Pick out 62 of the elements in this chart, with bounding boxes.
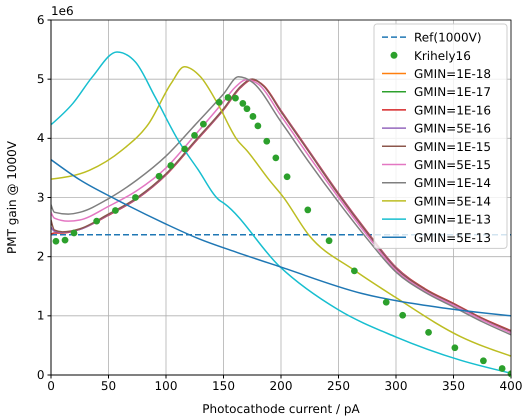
point	[425, 329, 432, 336]
point	[326, 237, 332, 244]
point	[70, 230, 78, 236]
point	[181, 146, 188, 152]
point	[498, 365, 506, 372]
legend-label: GMIN=1E-13	[414, 212, 492, 227]
x-tick-label: 400	[500, 379, 522, 394]
x-tick-label: 0	[47, 379, 55, 394]
point	[250, 113, 256, 120]
point	[284, 173, 290, 180]
point	[480, 357, 487, 364]
point	[52, 238, 60, 245]
legend-label: Krihely16	[414, 48, 471, 63]
x-tick-label: 300	[384, 379, 408, 394]
point	[62, 236, 68, 244]
point	[200, 120, 207, 128]
legend-label: GMIN=1E-17	[414, 85, 492, 100]
point	[167, 162, 174, 169]
x-tick-label: 150	[212, 379, 235, 394]
text: 1e6	[51, 4, 74, 18]
point	[156, 172, 162, 180]
x-tick-label: 200	[270, 379, 292, 394]
line-series	[51, 158, 511, 317]
y-tick-label: 3	[36, 190, 44, 204]
legend-label: GMIN=1E-18	[414, 67, 492, 81]
point	[93, 218, 100, 225]
y-tick-label: 1	[36, 308, 44, 323]
point	[244, 105, 250, 112]
point	[254, 122, 262, 130]
y-tick-label: 2	[36, 250, 44, 264]
y-tick-label: 4	[36, 131, 44, 146]
y-axis-title: PMT gain @ 1000V	[5, 140, 19, 254]
legend-label: Ref(1000V)	[414, 30, 482, 45]
y-tick-label: 0	[36, 368, 44, 382]
point	[224, 94, 232, 101]
y-tick-label: 6	[36, 12, 44, 27]
point	[399, 312, 406, 319]
point	[350, 267, 358, 274]
legend-label: GMIN=5E-14	[414, 194, 492, 208]
point	[451, 344, 458, 352]
point	[382, 298, 390, 306]
legend-label: GMIN=5E-15	[414, 158, 492, 172]
legend-label: GMIN=1E-16	[414, 103, 492, 118]
legend-label: GMIN=5E-16	[414, 122, 492, 136]
point	[232, 94, 239, 102]
point	[239, 100, 246, 107]
point	[304, 206, 312, 214]
x-tick-label: 350	[442, 379, 465, 394]
point	[263, 138, 270, 145]
legend-label: GMIN=1E-14	[414, 176, 492, 190]
point	[272, 154, 280, 162]
point	[112, 207, 119, 214]
x-tick-label: 250	[327, 379, 350, 394]
x-tick-label: 50	[100, 379, 116, 394]
point	[216, 98, 223, 106]
point	[132, 194, 139, 201]
legend-label: GMIN=1E-15	[414, 140, 492, 154]
x-axis-title: Photocathode current / pA	[202, 402, 361, 416]
y-tick-label: 5	[36, 72, 44, 86]
legend-label: GMIN=5E-13	[414, 230, 492, 245]
x-tick-label: 100	[154, 379, 178, 394]
point	[191, 132, 198, 139]
